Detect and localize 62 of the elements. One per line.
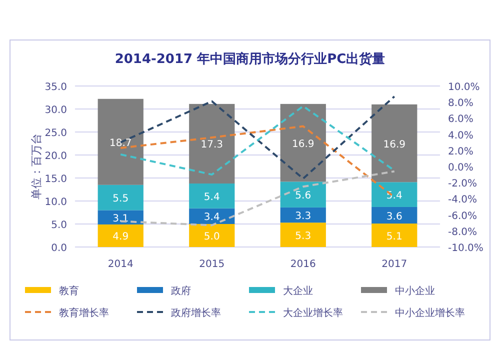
bar [280, 182, 326, 208]
y2-tick-label: 0.0% [448, 162, 474, 174]
legend-label: 中小企业增长率 [395, 307, 465, 319]
y2-tick-label: -2.0% [448, 178, 478, 190]
bar [98, 224, 144, 247]
y2-tick-label: -8.0% [448, 226, 478, 238]
data-label: 5.3 [295, 230, 312, 242]
legend-label: 政府增长率 [171, 307, 221, 319]
legend-label: 教育增长率 [59, 307, 109, 319]
bar [372, 224, 418, 247]
data-label: 16.9 [383, 139, 406, 150]
data-label: 5.5 [112, 194, 129, 205]
y2-tick-label: 6.0% [448, 114, 474, 126]
bar [98, 98, 144, 185]
data-label: 5.4 [204, 192, 220, 203]
y2-tick-label: -10.0% [448, 243, 484, 254]
y-tick-label: 10.0 [44, 197, 67, 208]
bar [189, 184, 235, 208]
y2-tick-label: 2.0% [448, 146, 474, 158]
bar [280, 207, 326, 223]
y-axis-title: 单位：百万台 [30, 134, 43, 200]
legend-label: 政府 [171, 285, 191, 297]
x-tick-label: 2016 [290, 259, 316, 270]
data-label: 16.9 [292, 138, 314, 150]
x-tick-label: 2014 [108, 259, 134, 270]
bar [372, 182, 418, 207]
data-label: 3.6 [386, 211, 402, 222]
data-label: 17.3 [200, 140, 224, 151]
data-label: 18.7 [109, 138, 132, 149]
data-label: 5.1 [386, 231, 402, 242]
legend-label: 中小企业 [395, 285, 435, 297]
y-tick-label: 0.0 [51, 243, 67, 254]
bar [280, 104, 326, 182]
y-tick-label: 5.0 [51, 220, 67, 231]
data-label: 5.0 [204, 232, 220, 242]
bar [98, 184, 144, 210]
y2-tick-label: -4.0% [448, 194, 478, 206]
data-label: 4.9 [112, 232, 129, 243]
x-tick-label: 2015 [199, 259, 225, 270]
y2-tick-label: 4.0% [448, 130, 474, 142]
legend-label: 教育 [59, 285, 79, 297]
y-tick-label: 30.0 [44, 105, 67, 116]
y-tick-label: 20.0 [44, 151, 67, 162]
bar [372, 104, 418, 182]
bar [189, 104, 235, 184]
y-tick-label: 15.0 [44, 174, 67, 185]
legend-label: 大企业增长率 [283, 307, 343, 319]
data-label: 3.4 [204, 212, 220, 224]
chart-title: 2014-2017 年中国商用市场分行业PC出货量 [114, 51, 386, 67]
legend-label: 大企业 [283, 285, 313, 297]
y2-tick-label: -6.0% [448, 210, 478, 222]
data-label: 3.3 [295, 211, 312, 222]
bar [98, 210, 144, 224]
bar [189, 224, 235, 247]
bar [280, 222, 326, 247]
y-tick-label: 25.0 [44, 128, 67, 139]
data-label: 5.6 [295, 190, 312, 202]
y2-tick-label: 8.0% [448, 98, 474, 110]
y2-tick-label: 10.0% [448, 82, 480, 93]
x-tick-label: 2017 [382, 259, 408, 270]
bar [372, 206, 418, 224]
y-tick-label: 35.0 [44, 82, 67, 93]
